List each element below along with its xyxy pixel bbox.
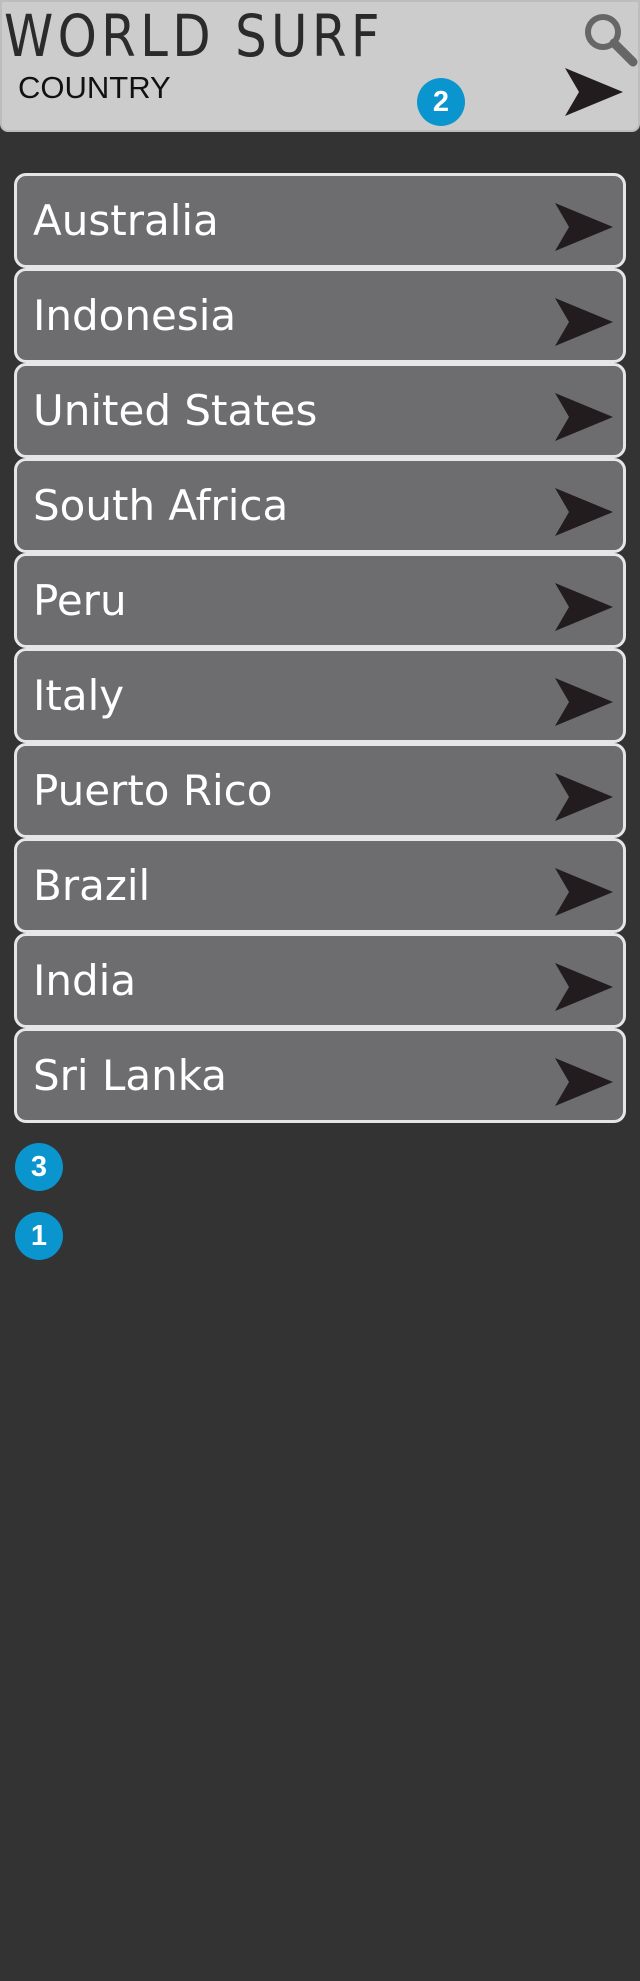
annotation-badge-1: 1 bbox=[15, 1212, 63, 1260]
annotation-badge-2: 2 bbox=[417, 78, 465, 126]
country-name: Puerto Rico bbox=[33, 766, 273, 815]
arrow-right-icon bbox=[555, 678, 613, 726]
list-item[interactable]: Italy bbox=[14, 648, 626, 743]
arrow-right-icon bbox=[555, 583, 613, 631]
app-header: WORLD SURF COUNTRY 2 bbox=[0, 0, 640, 132]
list-item[interactable]: Puerto Rico bbox=[14, 743, 626, 838]
country-name: Indonesia bbox=[33, 291, 237, 340]
list-item[interactable]: Indonesia bbox=[14, 268, 626, 363]
arrow-right-icon bbox=[555, 298, 613, 346]
list-item[interactable]: Brazil bbox=[14, 838, 626, 933]
arrow-right-icon bbox=[555, 203, 613, 251]
list-item[interactable]: Sri Lanka bbox=[14, 1028, 626, 1123]
country-name: Australia bbox=[33, 196, 219, 245]
arrow-right-icon bbox=[555, 1058, 613, 1106]
arrow-right-icon bbox=[555, 963, 613, 1011]
country-name: Italy bbox=[33, 671, 125, 720]
arrow-right-icon bbox=[555, 773, 613, 821]
country-name: Peru bbox=[33, 576, 127, 625]
country-list: Australia Indonesia United States South … bbox=[14, 173, 626, 1123]
arrow-right-icon bbox=[555, 393, 613, 441]
arrow-right-icon bbox=[555, 868, 613, 916]
app-title: WORLD SURF bbox=[4, 2, 384, 70]
list-item[interactable]: Australia bbox=[14, 173, 626, 268]
country-name: Sri Lanka bbox=[33, 1051, 228, 1100]
country-name: Brazil bbox=[33, 861, 151, 910]
list-item[interactable]: South Africa bbox=[14, 458, 626, 553]
country-name: India bbox=[33, 956, 137, 1005]
annotation-badge-3: 3 bbox=[15, 1143, 63, 1191]
country-name: United States bbox=[33, 386, 318, 435]
arrow-right-icon[interactable] bbox=[565, 66, 623, 118]
list-item[interactable]: India bbox=[14, 933, 626, 1028]
country-name: South Africa bbox=[33, 481, 289, 530]
list-item[interactable]: United States bbox=[14, 363, 626, 458]
arrow-right-icon bbox=[555, 488, 613, 536]
section-label: COUNTRY bbox=[18, 70, 171, 105]
list-item[interactable]: Peru bbox=[14, 553, 626, 648]
search-icon[interactable] bbox=[580, 10, 638, 68]
